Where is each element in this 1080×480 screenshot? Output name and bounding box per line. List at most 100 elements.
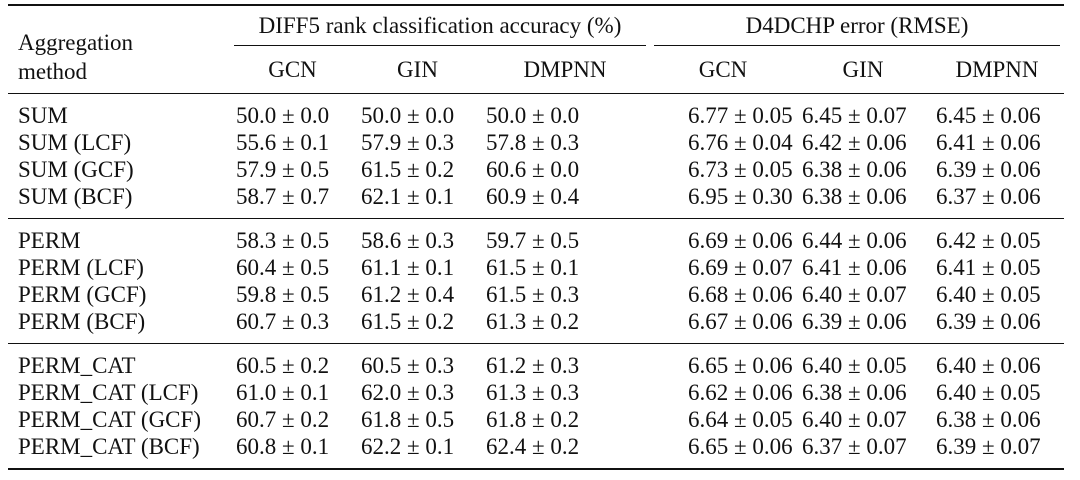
aggregation-method-cell: PERM (LCF) (18, 255, 144, 280)
value-cell: 6.65 ± 0.06 (688, 353, 793, 378)
value-cell: 6.45 ± 0.07 (802, 103, 907, 128)
aggregation-method-cell: PERM_CAT (GCF) (18, 407, 201, 432)
value-cell: 58.6 ± 0.3 (361, 228, 455, 253)
value-cell: 6.44 ± 0.06 (802, 228, 907, 253)
column-header-gcn-d4dchp: GCN (698, 57, 748, 82)
value-cell: 61.2 ± 0.4 (361, 282, 455, 307)
table-row: PERM_CAT (LCF) 61.0 ± 0.1 62.0 ± 0.3 61.3 ±… (8, 379, 1064, 406)
value-cell: 62.1 ± 0.1 (361, 184, 455, 209)
value-cell: 6.62 ± 0.06 (688, 380, 793, 405)
value-cell: 6.39 ± 0.06 (802, 309, 907, 334)
value-cell: 6.40 ± 0.05 (936, 282, 1041, 307)
value-cell: 6.38 ± 0.06 (802, 184, 907, 209)
results-table: Aggregation method DIFF5 rank classifica… (8, 4, 1064, 470)
value-cell: 6.37 ± 0.07 (802, 434, 907, 459)
value-cell: 60.8 ± 0.1 (236, 434, 330, 459)
value-cell: 61.2 ± 0.3 (486, 353, 580, 378)
value-cell: 6.41 ± 0.05 (936, 255, 1041, 280)
value-cell: 58.7 ± 0.7 (236, 184, 330, 209)
value-cell: 60.7 ± 0.2 (236, 407, 330, 432)
value-cell: 6.65 ± 0.06 (688, 434, 793, 459)
column-header-gin-d4dchp: GIN (842, 57, 884, 82)
value-cell: 60.5 ± 0.3 (361, 353, 455, 378)
value-cell: 6.38 ± 0.06 (936, 407, 1041, 432)
value-cell: 6.42 ± 0.05 (936, 228, 1041, 253)
value-cell: 61.8 ± 0.2 (486, 407, 580, 432)
aggregation-method-cell: PERM (BCF) (18, 309, 146, 334)
value-cell: 6.67 ± 0.06 (688, 309, 793, 334)
diff5-group-label: DIFF5 rank classification accuracy (%) (258, 13, 622, 38)
value-cell: 61.5 ± 0.2 (361, 309, 455, 334)
table-row: PERM_CAT (BCF) 60.8 ± 0.1 62.2 ± 0.1 62.4 ±… (8, 433, 1064, 469)
aggregation-method-cell: PERM_CAT (BCF) (18, 434, 200, 459)
aggregation-header-line1: Aggregation (18, 30, 133, 55)
value-cell: 6.38 ± 0.06 (802, 380, 907, 405)
value-cell: 6.40 ± 0.07 (802, 407, 907, 432)
table-row: PERM_CAT 60.5 ± 0.2 60.5 ± 0.3 61.2 ± 0.3 6.… (8, 343, 1064, 380)
table-row: SUM (GCF) 57.9 ± 0.5 61.5 ± 0.2 60.6 ± 0.0 6… (8, 156, 1064, 183)
value-cell: 6.76 ± 0.04 (688, 130, 793, 155)
table-row: PERM (BCF) 60.7 ± 0.3 61.5 ± 0.2 61.3 ± 0.2… (8, 308, 1064, 344)
value-cell: 6.39 ± 0.06 (936, 157, 1041, 182)
value-cell: 55.6 ± 0.1 (236, 130, 330, 155)
value-cell: 6.40 ± 0.05 (936, 380, 1041, 405)
column-header-dmpnn-d4dchp: DMPNN (955, 57, 1039, 82)
value-cell: 61.3 ± 0.3 (486, 380, 580, 405)
table-row: SUM (BCF) 58.7 ± 0.7 62.1 ± 0.1 60.9 ± 0.4 6… (8, 183, 1064, 219)
value-cell: 6.69 ± 0.07 (688, 255, 793, 280)
value-cell: 59.8 ± 0.5 (236, 282, 330, 307)
value-cell: 61.5 ± 0.3 (486, 282, 580, 307)
value-cell: 59.7 ± 0.5 (486, 228, 580, 253)
d4dchp-group-header: D4DCHP error (RMSE) (650, 5, 1064, 52)
aggregation-method-cell: SUM (LCF) (18, 130, 132, 155)
value-cell: 58.3 ± 0.5 (236, 228, 330, 253)
table-body: SUM 50.0 ± 0.0 50.0 ± 0.0 50.0 ± 0.0 6.77 ± … (8, 93, 1064, 469)
d4dchp-group-label: D4DCHP error (RMSE) (745, 13, 969, 38)
value-cell: 60.7 ± 0.3 (236, 309, 330, 334)
value-cell: 6.42 ± 0.06 (802, 130, 907, 155)
value-cell: 61.0 ± 0.1 (236, 380, 330, 405)
aggregation-method-cell: SUM (18, 103, 68, 128)
d4dchp-group-rule (654, 45, 1060, 46)
table-row: PERM (GCF) 59.8 ± 0.5 61.2 ± 0.4 61.5 ± 0.3… (8, 281, 1064, 308)
value-cell: 61.5 ± 0.1 (486, 255, 580, 280)
table-row: PERM (LCF) 60.4 ± 0.5 61.1 ± 0.1 61.5 ± 0.1… (8, 254, 1064, 281)
value-cell: 6.77 ± 0.05 (688, 103, 793, 128)
table-row: SUM (LCF) 55.6 ± 0.1 57.9 ± 0.3 57.8 ± 0.3 6… (8, 129, 1064, 156)
aggregation-method-cell: PERM (18, 228, 81, 253)
value-cell: 50.0 ± 0.0 (486, 103, 580, 128)
value-cell: 60.5 ± 0.2 (236, 353, 330, 378)
diff5-group-header: DIFF5 rank classification accuracy (%) (230, 5, 650, 52)
value-cell: 6.41 ± 0.06 (802, 255, 907, 280)
aggregation-method-cell: SUM (BCF) (18, 184, 133, 209)
value-cell: 57.8 ± 0.3 (486, 130, 580, 155)
aggregation-method-cell: PERM (GCF) (18, 282, 147, 307)
value-cell: 6.64 ± 0.05 (688, 407, 793, 432)
value-cell: 6.37 ± 0.06 (936, 184, 1041, 209)
value-cell: 60.6 ± 0.0 (486, 157, 580, 182)
value-cell: 62.0 ± 0.3 (361, 380, 455, 405)
diff5-group-rule (234, 45, 646, 46)
value-cell: 6.69 ± 0.06 (688, 228, 793, 253)
value-cell: 6.40 ± 0.07 (802, 282, 907, 307)
value-cell: 6.39 ± 0.07 (936, 434, 1041, 459)
value-cell: 62.2 ± 0.1 (361, 434, 455, 459)
aggregation-header-line2: method (18, 59, 87, 84)
value-cell: 6.95 ± 0.30 (688, 184, 793, 209)
value-cell: 6.40 ± 0.06 (936, 353, 1041, 378)
value-cell: 6.41 ± 0.06 (936, 130, 1041, 155)
column-header-gcn-diff5: GCN (268, 57, 317, 82)
value-cell: 6.73 ± 0.05 (688, 157, 793, 182)
value-cell: 61.5 ± 0.2 (361, 157, 455, 182)
value-cell: 61.1 ± 0.1 (361, 255, 455, 280)
aggregation-method-cell: PERM_CAT (18, 353, 136, 378)
table-row: PERM 58.3 ± 0.5 58.6 ± 0.3 59.7 ± 0.5 6.69 ±… (8, 218, 1064, 255)
value-cell: 6.39 ± 0.06 (936, 309, 1041, 334)
value-cell: 6.45 ± 0.06 (936, 103, 1041, 128)
value-cell: 50.0 ± 0.0 (236, 103, 330, 128)
value-cell: 60.9 ± 0.4 (486, 184, 580, 209)
table-row: PERM_CAT (GCF) 60.7 ± 0.2 61.8 ± 0.5 61.8 ±… (8, 406, 1064, 433)
value-cell: 57.9 ± 0.5 (236, 157, 330, 182)
value-cell: 6.68 ± 0.06 (688, 282, 793, 307)
aggregation-method-cell: SUM (GCF) (18, 157, 134, 182)
